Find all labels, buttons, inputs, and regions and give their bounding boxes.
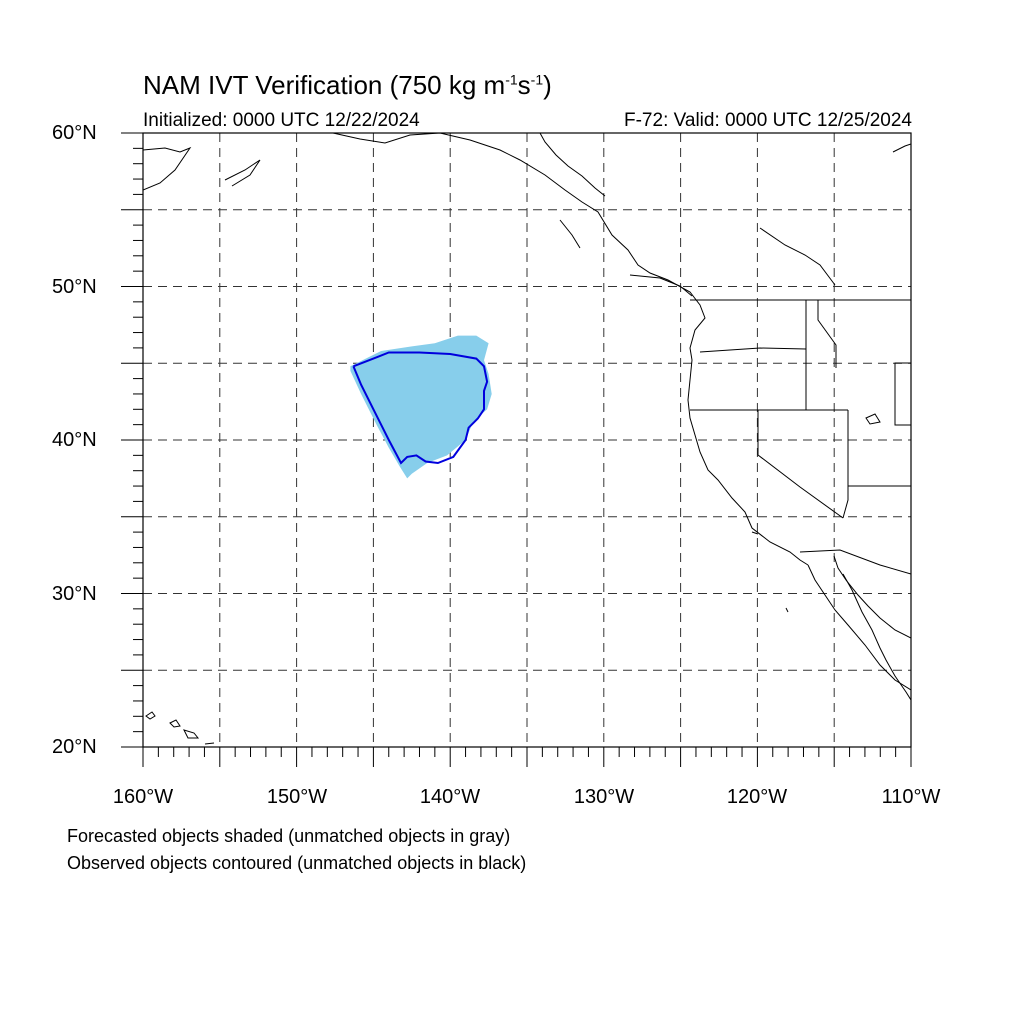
- lat-label-60n: 60°N: [52, 122, 97, 144]
- lon-label-110w: 110°W: [881, 786, 941, 808]
- map-frame: [142, 132, 912, 748]
- observed-ivt-contour: [352, 351, 489, 465]
- lon-label-130w: 130°W: [573, 786, 635, 808]
- lat-label-50n: 50°N: [52, 276, 97, 298]
- lon-label-150w: 150°W: [266, 786, 328, 808]
- axis-ticks: [121, 132, 912, 767]
- lat-label-30n: 30°N: [52, 583, 97, 605]
- caption-observed: Observed objects contoured (unmatched ob…: [67, 853, 527, 873]
- valid-time: F-72: Valid: 0000 UTC 12/25/2024: [624, 110, 912, 131]
- lat-lon-grid: [143, 133, 911, 747]
- lon-label-120w: 120°W: [726, 786, 788, 808]
- lon-label-140w: 140°W: [419, 786, 481, 808]
- caption-forecast: Forecasted objects shaded (unmatched obj…: [67, 826, 511, 846]
- forecast-ivt-object: [350, 335, 492, 479]
- chart-title: NAM IVT Verification (750 kg m-1s-1): [143, 70, 552, 100]
- initialized-time: Initialized: 0000 UTC 12/22/2024: [143, 110, 420, 131]
- lat-label-40n: 40°N: [52, 429, 97, 451]
- map-layers: [143, 133, 911, 745]
- coastline-borders: [143, 133, 911, 745]
- lat-label-20n: 20°N: [52, 736, 97, 758]
- lon-label-160w: 160°W: [112, 786, 174, 808]
